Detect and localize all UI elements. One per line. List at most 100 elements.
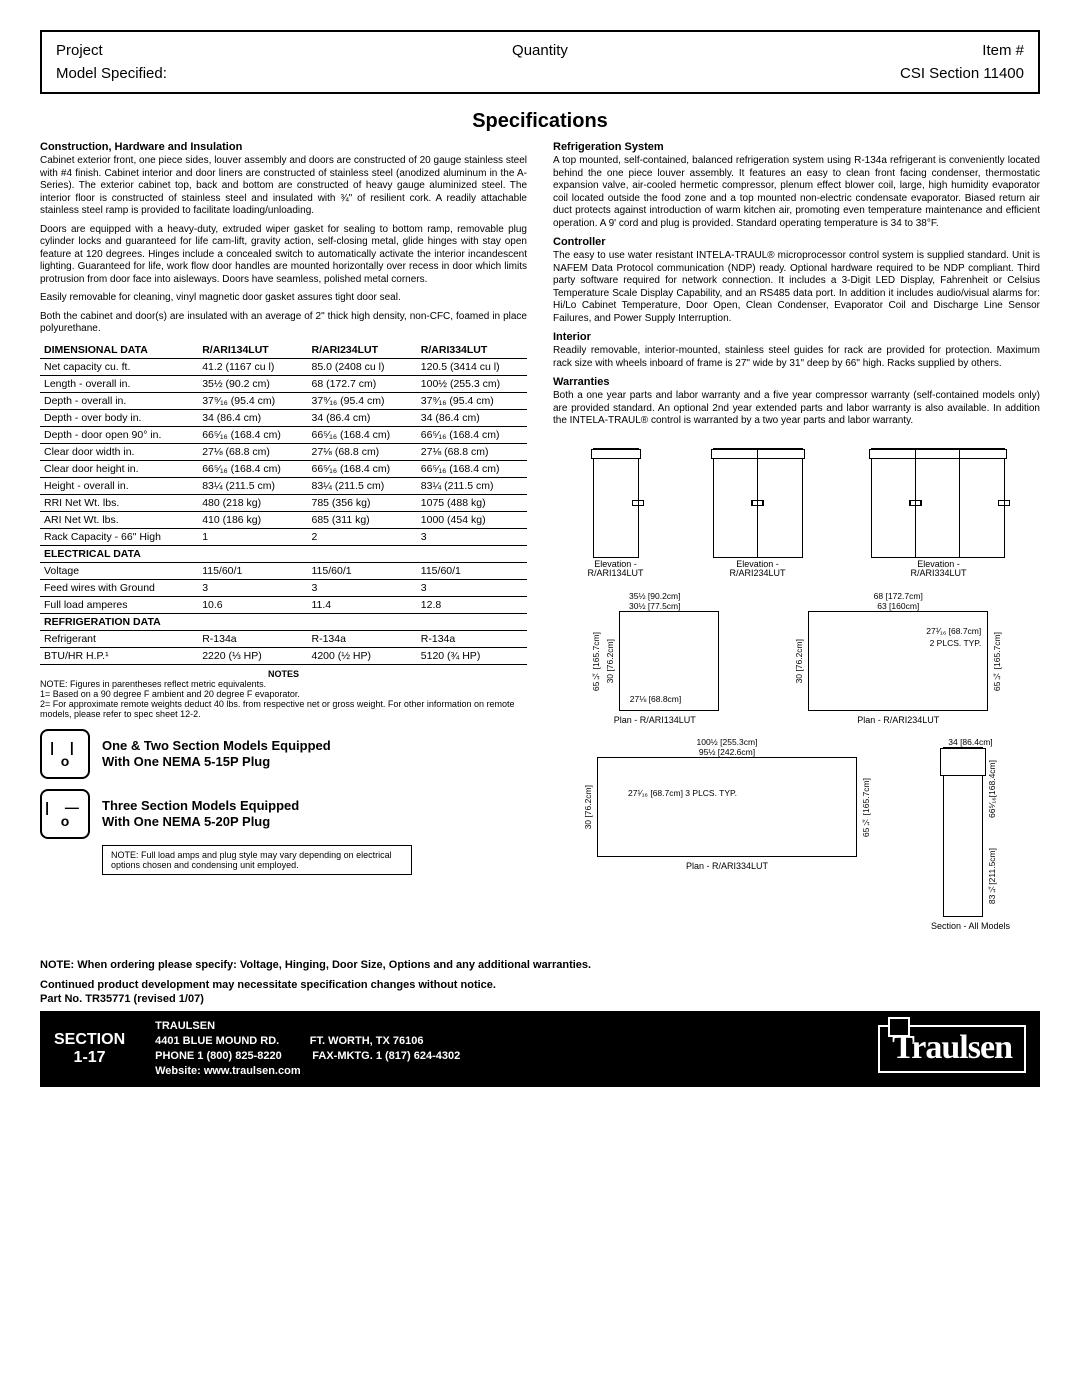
left-column: Construction, Hardware and InsulationCab…: [40, 137, 527, 935]
dim-text: 27¹⁄₁₆ [68.7cm] 3 PLCS. TYP.: [628, 788, 737, 798]
table-cell: 66⁵⁄₁₆ (168.4 cm): [307, 426, 416, 443]
dim-text: 27¹⁄₁₆ [68.7cm]: [926, 626, 981, 636]
table-cell: 5120 (¾ HP): [417, 647, 527, 664]
table-cell: 83¼ (211.5 cm): [417, 477, 527, 494]
table-col-header: R/ARI234LUT: [307, 342, 416, 359]
elevation-label: Elevation -R/ARI334LUT: [910, 560, 966, 580]
footer-logo: Traulsen: [878, 1025, 1026, 1073]
footer-phone: PHONE 1 (800) 825-8220: [155, 1050, 282, 1062]
table-cell: 66⁵⁄₁₆ (168.4 cm): [198, 460, 307, 477]
plug-row: | |o One & Two Section Models EquippedWit…: [40, 729, 527, 779]
table-cell: 27⅛ (68.8 cm): [417, 443, 527, 460]
table-cell: 685 (311 kg): [307, 511, 416, 528]
table-cell: 34 (86.4 cm): [307, 409, 416, 426]
table-row: Clear door height in.66⁵⁄₁₆ (168.4 cm)66…: [40, 460, 527, 477]
table-row: RRI Net Wt. lbs.480 (218 kg)785 (356 kg)…: [40, 494, 527, 511]
footer-address: 4401 BLUE MOUND RD.: [155, 1035, 279, 1047]
table-cell: 27⅛ (68.8 cm): [198, 443, 307, 460]
model-specified-label: Model Specified:: [56, 65, 379, 82]
plug-icon: | |o: [40, 729, 90, 779]
project-label: Project: [56, 42, 379, 59]
table-cell: 3: [417, 579, 527, 596]
door-icon: [916, 449, 960, 557]
note-line: NOTE: Figures in parentheses reflect met…: [40, 679, 527, 689]
part-no: Part No. TR35771 (revised 1/07): [40, 993, 1040, 1005]
footer-fax: FAX-MKTG. 1 (817) 624-4302: [312, 1050, 460, 1062]
plan-label: Plan - R/ARI334LUT: [686, 861, 768, 871]
table-cell: 480 (218 kg): [198, 494, 307, 511]
footer-info: TRAULSEN 4401 BLUE MOUND RD. FT. WORTH, …: [155, 1019, 460, 1078]
table-row: Rack Capacity - 66" High123: [40, 528, 527, 545]
table-cell: Refrigerant: [40, 630, 198, 647]
plug-row: | —oThree Section Models EquippedWith On…: [40, 789, 527, 839]
body-text: Easily removable for cleaning, vinyl mag…: [40, 292, 527, 305]
diagrams: Elevation -R/ARI134LUTElevation -R/ARI23…: [553, 448, 1040, 932]
table-cell: 11.4: [307, 596, 416, 613]
table-row: Net capacity cu. ft.41.2 (1167 cu l)85.0…: [40, 358, 527, 375]
table-cell: 4200 (½ HP): [307, 647, 416, 664]
footer-brand: TRAULSEN: [155, 1019, 460, 1034]
table-row: Depth - overall in.37⁹⁄₁₆ (95.4 cm)37⁹⁄₁…: [40, 392, 527, 409]
table-row: RefrigerantR-134aR-134aR-134a: [40, 630, 527, 647]
table-section-label: REFRIGERATION DATA: [40, 613, 527, 630]
table-row: BTU/HR H.P.¹2220 (⅓ HP)4200 (½ HP)5120 (…: [40, 647, 527, 664]
table-cell: 2: [307, 528, 416, 545]
table-cell: Voltage: [40, 562, 198, 579]
section-label: Section - All Models: [931, 921, 1010, 931]
table-cell: Height - overall in.: [40, 477, 198, 494]
notes-block: NOTES NOTE: Figures in parentheses refle…: [40, 669, 527, 719]
table-cell: 1000 (454 kg): [417, 511, 527, 528]
footer-bar: SECTION 1-17 TRAULSEN 4401 BLUE MOUND RD…: [40, 1011, 1040, 1086]
table-col-header: DIMENSIONAL DATA: [40, 342, 198, 359]
csi-section-label: CSI Section 11400: [701, 65, 1024, 82]
table-cell: 34 (86.4 cm): [417, 409, 527, 426]
body-text: Cabinet exterior front, one piece sides,…: [40, 155, 527, 218]
table-cell: Clear door height in.: [40, 460, 198, 477]
table-cell: 66⁵⁄₁₆ (168.4 cm): [417, 460, 527, 477]
dim-text: 30 [76.2cm]: [605, 639, 615, 683]
dim-text: 95½ [242.6cm]: [592, 747, 862, 757]
table-cell: R-134a: [417, 630, 527, 647]
footer-city: FT. WORTH, TX 76106: [310, 1035, 424, 1047]
table-cell: 10.6: [198, 596, 307, 613]
elevation-box: Elevation -R/ARI134LUT: [587, 448, 643, 580]
section-head: Refrigeration System: [553, 141, 1040, 153]
table-cell: Depth - door open 90° in.: [40, 426, 198, 443]
body-text: Both the cabinet and door(s) are insulat…: [40, 311, 527, 336]
table-cell: 115/60/1: [198, 562, 307, 579]
table-cell: 3: [417, 528, 527, 545]
dev-note: Continued product development may necess…: [40, 979, 1040, 991]
plug-text: One & Two Section Models EquippedWith On…: [102, 738, 331, 769]
dim-text: 30 [76.2cm]: [583, 785, 593, 829]
body-text: Doors are equipped with a heavy-duty, ex…: [40, 224, 527, 287]
table-cell: 410 (186 kg): [198, 511, 307, 528]
table-cell: 34 (86.4 cm): [198, 409, 307, 426]
section-head: Warranties: [553, 376, 1040, 388]
table-cell: 115/60/1: [417, 562, 527, 579]
dim-text: 30½ [77.5cm]: [600, 601, 710, 611]
table-cell: 37⁹⁄₁₆ (95.4 cm): [198, 392, 307, 409]
dim-text: 2 PLCS. TYP.: [930, 638, 982, 648]
plug-note: NOTE: Full load amps and plug style may …: [102, 845, 412, 875]
table-cell: RRI Net Wt. lbs.: [40, 494, 198, 511]
plan-1: 35½ [90.2cm] 30½ [77.5cm] 65¼ [165.7cm] …: [591, 591, 719, 725]
section-head: Controller: [553, 236, 1040, 248]
table-cell: 41.2 (1167 cu l): [198, 358, 307, 375]
table-row: Height - overall in.83¼ (211.5 cm)83¼ (2…: [40, 477, 527, 494]
door-icon: [594, 449, 638, 557]
footer-section: SECTION 1-17: [54, 1031, 125, 1066]
right-column: Refrigeration System A top mounted, self-…: [553, 137, 1040, 935]
table-cell: Feed wires with Ground: [40, 579, 198, 596]
table-row: Feed wires with Ground333: [40, 579, 527, 596]
dim-text: 66⁵⁄₁₆[168.4cm]: [987, 760, 997, 818]
table-row: Length - overall in.35½ (90.2 cm)68 (172…: [40, 375, 527, 392]
body-text: A top mounted, self-contained, balanced …: [553, 155, 1040, 230]
table-cell: Depth - over body in.: [40, 409, 198, 426]
table-col-header: R/ARI334LUT: [417, 342, 527, 359]
plan-3: 100½ [255.3cm] 95½ [242.6cm] 30 [76.2cm]…: [583, 737, 871, 871]
table-cell: 66⁵⁄₁₆ (168.4 cm): [417, 426, 527, 443]
table-cell: R-134a: [307, 630, 416, 647]
footer-section-number: 1-17: [54, 1049, 125, 1067]
plan-2: 68 [172.7cm] 63 [160cm] 30 [76.2cm] 27¹⁄…: [794, 591, 1002, 725]
ordering-note: NOTE: When ordering please specify: Volt…: [40, 959, 1040, 971]
